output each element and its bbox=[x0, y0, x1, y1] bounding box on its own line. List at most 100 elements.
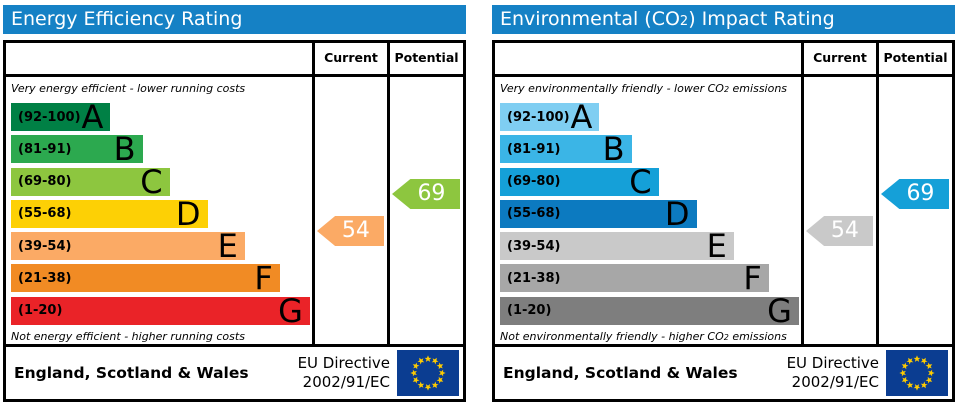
environmental-impact-chart: Environmental (CO2) Impact Rating Curren… bbox=[492, 5, 955, 402]
current-column-header: Current bbox=[312, 43, 387, 74]
caption-subscript: 2 bbox=[723, 333, 729, 343]
potential-column: 69 bbox=[387, 77, 463, 344]
eu-directive-line2: 2002/91/EC bbox=[302, 373, 390, 391]
region-label: England, Scotland & Wales bbox=[503, 364, 738, 382]
table-header-row: Current Potential bbox=[495, 43, 952, 77]
eu-directive-line1: EU Directive bbox=[297, 353, 390, 372]
eu-flag-icon bbox=[397, 350, 459, 396]
band-letter: E bbox=[706, 227, 727, 266]
current-rating-arrow: 54 bbox=[806, 216, 873, 246]
band-f: (21-38) F bbox=[11, 259, 280, 298]
current-column: 54 bbox=[312, 77, 387, 344]
band-row: (92-100) A bbox=[11, 101, 312, 133]
environmental-chart-title: Environmental (CO2) Impact Rating bbox=[492, 5, 955, 34]
band-letter: A bbox=[570, 98, 593, 136]
band-b: (81-91) B bbox=[500, 130, 632, 169]
caption-text-post: emissions bbox=[728, 330, 787, 344]
caption-text-post: emissions bbox=[729, 82, 788, 95]
band-letter: F bbox=[254, 259, 273, 298]
band-range-label: (21-38) bbox=[507, 270, 561, 286]
title-text: Energy Efficiency Rating bbox=[11, 8, 243, 30]
caption-subscript: 2 bbox=[723, 85, 730, 94]
potential-rating-arrow: 69 bbox=[881, 179, 949, 209]
top-caption: Very environmentally friendly - lower CO… bbox=[500, 81, 801, 98]
band-a: (92-100) A bbox=[500, 98, 600, 136]
header-spacer-cell bbox=[495, 43, 801, 74]
chart-footer: England, Scotland & Wales EU Directive 2… bbox=[3, 344, 466, 402]
title-text: Environmental (CO bbox=[500, 8, 680, 30]
region-label: England, Scotland & Wales bbox=[14, 364, 249, 382]
band-letter: C bbox=[629, 162, 652, 201]
band-row: (39-54) E bbox=[500, 227, 801, 266]
current-rating-arrow: 54 bbox=[317, 216, 384, 246]
band-range-label: (1-20) bbox=[507, 303, 552, 319]
band-g: (1-20) G bbox=[500, 291, 799, 330]
band-range-label: (21-38) bbox=[18, 270, 72, 286]
band-range-label: (81-91) bbox=[507, 141, 561, 157]
band-row: (81-91) B bbox=[11, 130, 312, 169]
band-c: (69-80) C bbox=[500, 162, 659, 201]
caption-text: Very environmentally friendly - lower CO bbox=[500, 82, 724, 95]
band-row: (92-100) A bbox=[500, 98, 801, 136]
band-g: (1-20) G bbox=[11, 291, 310, 330]
band-row: (69-80) C bbox=[11, 162, 312, 201]
table-header-row: Current Potential bbox=[6, 43, 463, 77]
eu-flag-icon bbox=[886, 350, 948, 396]
band-range-label: (81-91) bbox=[18, 141, 72, 157]
band-row: (21-38) F bbox=[11, 259, 312, 298]
band-letter: B bbox=[602, 130, 625, 169]
band-letter: C bbox=[140, 162, 163, 201]
band-letter: F bbox=[743, 259, 762, 298]
potential-column-header: Potential bbox=[876, 43, 952, 74]
eu-directive-label: EU Directive 2002/91/EC bbox=[787, 354, 879, 393]
bottom-caption: Not energy efficient - higher running co… bbox=[11, 329, 312, 346]
eu-directive-label: EU Directive 2002/91/EC bbox=[298, 354, 390, 393]
band-c: (69-80) C bbox=[11, 162, 170, 201]
band-range-label: (1-20) bbox=[18, 303, 63, 319]
caption-text: Not environmentally friendly - higher CO bbox=[500, 330, 724, 344]
band-range-label: (39-54) bbox=[18, 238, 72, 254]
energy-rating-table: Current Potential Very energy efficient … bbox=[3, 40, 466, 347]
band-range-label: (69-80) bbox=[507, 174, 561, 190]
band-row: (81-91) B bbox=[500, 130, 801, 169]
energy-efficiency-chart: Energy Efficiency Rating Current Potenti… bbox=[3, 5, 466, 402]
band-a: (92-100) A bbox=[11, 101, 111, 133]
eu-directive-line1: EU Directive bbox=[786, 353, 879, 372]
band-b: (81-91) B bbox=[11, 130, 143, 169]
band-letter: G bbox=[767, 291, 792, 330]
band-f: (21-38) F bbox=[500, 259, 769, 298]
caption-text: Very energy efficient - lower running co… bbox=[11, 82, 246, 95]
energy-chart-title: Energy Efficiency Rating bbox=[3, 5, 466, 34]
current-column-header: Current bbox=[801, 43, 876, 74]
caption-text: Not energy efficient - higher running co… bbox=[11, 330, 245, 344]
band-e: (39-54) E bbox=[11, 230, 245, 262]
header-spacer-cell bbox=[6, 43, 312, 74]
band-letter: B bbox=[113, 130, 136, 169]
rating-scale: Very energy efficient - lower running co… bbox=[6, 77, 312, 344]
potential-column-header: Potential bbox=[387, 43, 463, 74]
rating-scale: Very environmentally friendly - lower CO… bbox=[495, 77, 801, 344]
band-range-label: (92-100) bbox=[507, 109, 570, 125]
band-range-label: (69-80) bbox=[18, 174, 72, 190]
current-rating-value: 54 bbox=[830, 218, 859, 243]
environmental-rating-table: Current Potential Very environmentally f… bbox=[492, 40, 955, 347]
table-body: Very environmentally friendly - lower CO… bbox=[495, 77, 952, 344]
band-letter: G bbox=[278, 291, 303, 330]
band-row: (21-38) F bbox=[500, 259, 801, 298]
chart-footer: England, Scotland & Wales EU Directive 2… bbox=[492, 344, 955, 402]
band-range-label: (39-54) bbox=[507, 238, 561, 254]
band-row: (1-20) G bbox=[11, 291, 312, 330]
band-row: (39-54) E bbox=[11, 230, 312, 262]
top-caption: Very energy efficient - lower running co… bbox=[11, 81, 312, 98]
band-d: (55-68) D bbox=[500, 198, 697, 230]
band-row: (1-20) G bbox=[500, 291, 801, 330]
current-rating-value: 54 bbox=[341, 218, 370, 243]
potential-rating-value: 69 bbox=[906, 181, 935, 206]
band-row: (55-68) D bbox=[500, 198, 801, 230]
eu-directive-line2: 2002/91/EC bbox=[791, 373, 879, 391]
band-row: (69-80) C bbox=[500, 162, 801, 201]
band-d: (55-68) D bbox=[11, 194, 208, 233]
bottom-caption: Not environmentally friendly - higher CO… bbox=[500, 329, 801, 346]
band-letter: D bbox=[175, 194, 201, 233]
